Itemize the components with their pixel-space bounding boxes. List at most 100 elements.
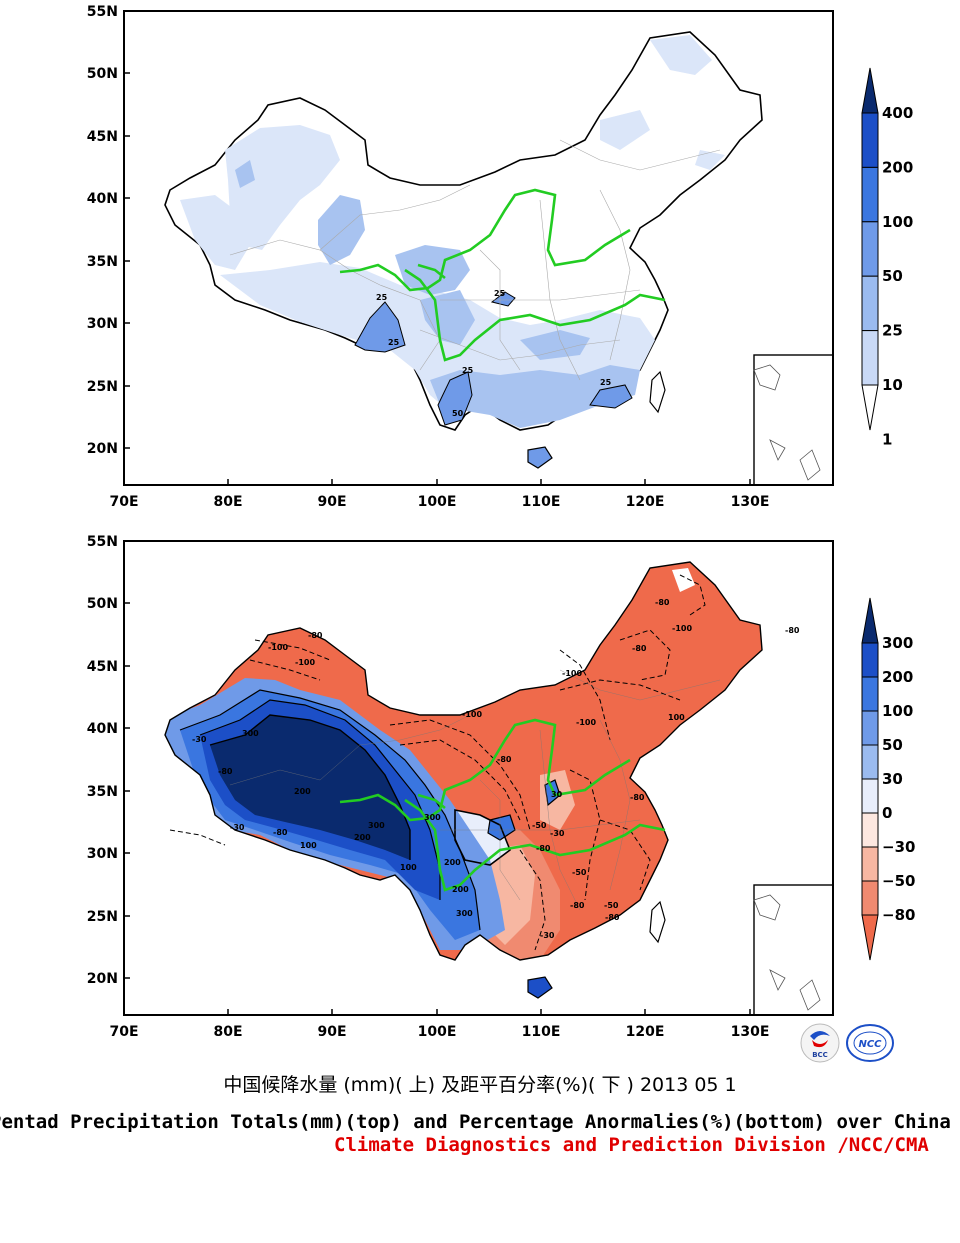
china-landmass [165, 562, 762, 960]
ncc-logo-text: NCC [858, 1039, 882, 1050]
colorbar-swatch [861, 778, 879, 814]
lon-tick-label: 80E [213, 1024, 242, 1040]
south-china-sea-inset [753, 354, 833, 485]
latitude-axis: 55N 50N 45N 40N 35N 30N 25N 20N [87, 534, 130, 987]
colorbar-swatch [861, 384, 879, 431]
contour-label: 300 [242, 729, 259, 738]
lon-tick-label: 130E [731, 1024, 770, 1040]
colorbar-swatch [861, 846, 879, 882]
precipitation-totals-map: 25 25 25 50 25 25 55N 50N 45N 40N 35N 30… [87, 4, 914, 510]
inset-islands [753, 894, 821, 1011]
contour-label: -80 [785, 626, 800, 635]
map-border [123, 540, 834, 1016]
colorbar-swatch [861, 275, 879, 332]
lat-tick-label: 45N [87, 129, 118, 145]
agency-logos: BCC NCC [800, 1023, 894, 1063]
colorbar-swatch [861, 880, 879, 916]
lat-tick-label: 25N [87, 379, 118, 395]
lon-tick-label: 80E [213, 494, 242, 510]
rivers [339, 718, 666, 892]
contour-label: -30 [230, 823, 245, 832]
lat-tick-label: 40N [87, 721, 118, 737]
lon-tick-label: 130E [731, 494, 770, 510]
lat-tick-label: 30N [87, 846, 118, 862]
colorbar-swatch [861, 744, 879, 780]
contour-label: -30 [192, 735, 207, 744]
contour-label: -100 [462, 710, 482, 719]
lon-tick-label: 90E [317, 1024, 346, 1040]
contour-label: -100 [268, 643, 288, 652]
colorbar-swatch [861, 710, 879, 746]
contour-label: 100 [300, 841, 317, 850]
lat-tick-label: 55N [87, 534, 118, 550]
contour-labels: -100 -80 -100 -100 -80 -100 -80 -100 -10… [192, 598, 800, 940]
contour-label: -80 [605, 913, 620, 922]
colorbar-swatch [861, 330, 879, 386]
province-boundaries [229, 669, 721, 911]
colorbar-label: 50 [882, 267, 903, 285]
contour-label: -50 [532, 821, 547, 830]
colorbar-swatch [861, 112, 879, 168]
contour-label: 200 [452, 885, 469, 894]
colorbar-label: 100 [882, 702, 913, 720]
lat-tick-label: 35N [87, 784, 118, 800]
colorbar-swatch [861, 676, 879, 712]
contour-labels: 25 25 25 50 25 25 [376, 289, 612, 418]
credit-line: Climate Diagnostics and Prediction Divis… [334, 1134, 929, 1156]
contour-label: -100 [562, 669, 582, 678]
colorbar-label: 25 [882, 322, 903, 340]
colorbar-label: 0 [882, 804, 892, 822]
contour-label: 300 [368, 821, 385, 830]
contour-label: 25 [376, 293, 388, 302]
percentage-anomalies-map: -100 -80 -100 -100 -80 -100 -80 -100 -10… [87, 534, 916, 1040]
contour-label: 25 [494, 289, 506, 298]
contour-label: -100 [295, 658, 315, 667]
contour-label: 100 [668, 713, 685, 722]
contour-label: -100 [576, 718, 596, 727]
precipitation-colorbar: 400 200 100 50 25 10 1 [861, 67, 913, 448]
contour-label: -30 [540, 931, 555, 940]
china-outline [164, 561, 763, 961]
colorbar-label: −30 [882, 838, 915, 856]
contour-label: -80 [273, 828, 288, 837]
hainan-island [527, 976, 553, 999]
contour-lines [169, 574, 706, 951]
longitude-axis: 70E 80E 90E 100E 110E 120E 130E [109, 479, 769, 510]
chinese-title: 中国候降水量 (mm)( 上) 及距平百分率(%)( 下 ) 2013 05 1 [223, 1074, 737, 1096]
contour-label: -80 [570, 901, 585, 910]
contour-label: 100 [400, 863, 417, 872]
inset-islands [753, 364, 821, 481]
colorbar-label: 1 [882, 430, 892, 448]
lon-tick-label: 100E [418, 494, 457, 510]
lon-tick-label: 90E [317, 494, 346, 510]
colorbar-label: −80 [882, 906, 915, 924]
contour-label: 300 [456, 909, 473, 918]
colorbar-label: 100 [882, 213, 913, 231]
colorbar-swatch [861, 812, 879, 848]
rivers [339, 188, 666, 362]
latitude-axis: 55N 50N 45N 40N 35N 30N 25N 20N [87, 4, 130, 457]
contour-label: -50 [604, 901, 619, 910]
colorbar-label: 400 [882, 104, 913, 122]
lat-tick-label: 45N [87, 659, 118, 675]
taiwan-island [649, 370, 666, 414]
lon-tick-label: 100E [418, 1024, 457, 1040]
contour-label: 300 [424, 813, 441, 822]
contour-label: 30 [551, 790, 563, 799]
contour-label: 200 [294, 787, 311, 796]
province-boundaries [229, 139, 721, 381]
colorbar-label: 200 [882, 668, 913, 686]
lon-tick-label: 110E [522, 1024, 561, 1040]
contour-label: -100 [672, 624, 692, 633]
contour-label: 200 [444, 858, 461, 867]
hainan-island [527, 446, 553, 469]
contour-25-regions [354, 291, 633, 426]
lat-tick-label: 25N [87, 909, 118, 925]
colorbar-swatch [861, 166, 879, 223]
lat-tick-label: 50N [87, 596, 118, 612]
percentage-anomalies-panel: -100 -80 -100 -100 -80 -100 -80 -100 -10… [0, 530, 960, 1050]
south-china-sea-inset [753, 884, 833, 1015]
colorbar-label: 50 [882, 736, 903, 754]
contour-label: -80 [632, 644, 647, 653]
